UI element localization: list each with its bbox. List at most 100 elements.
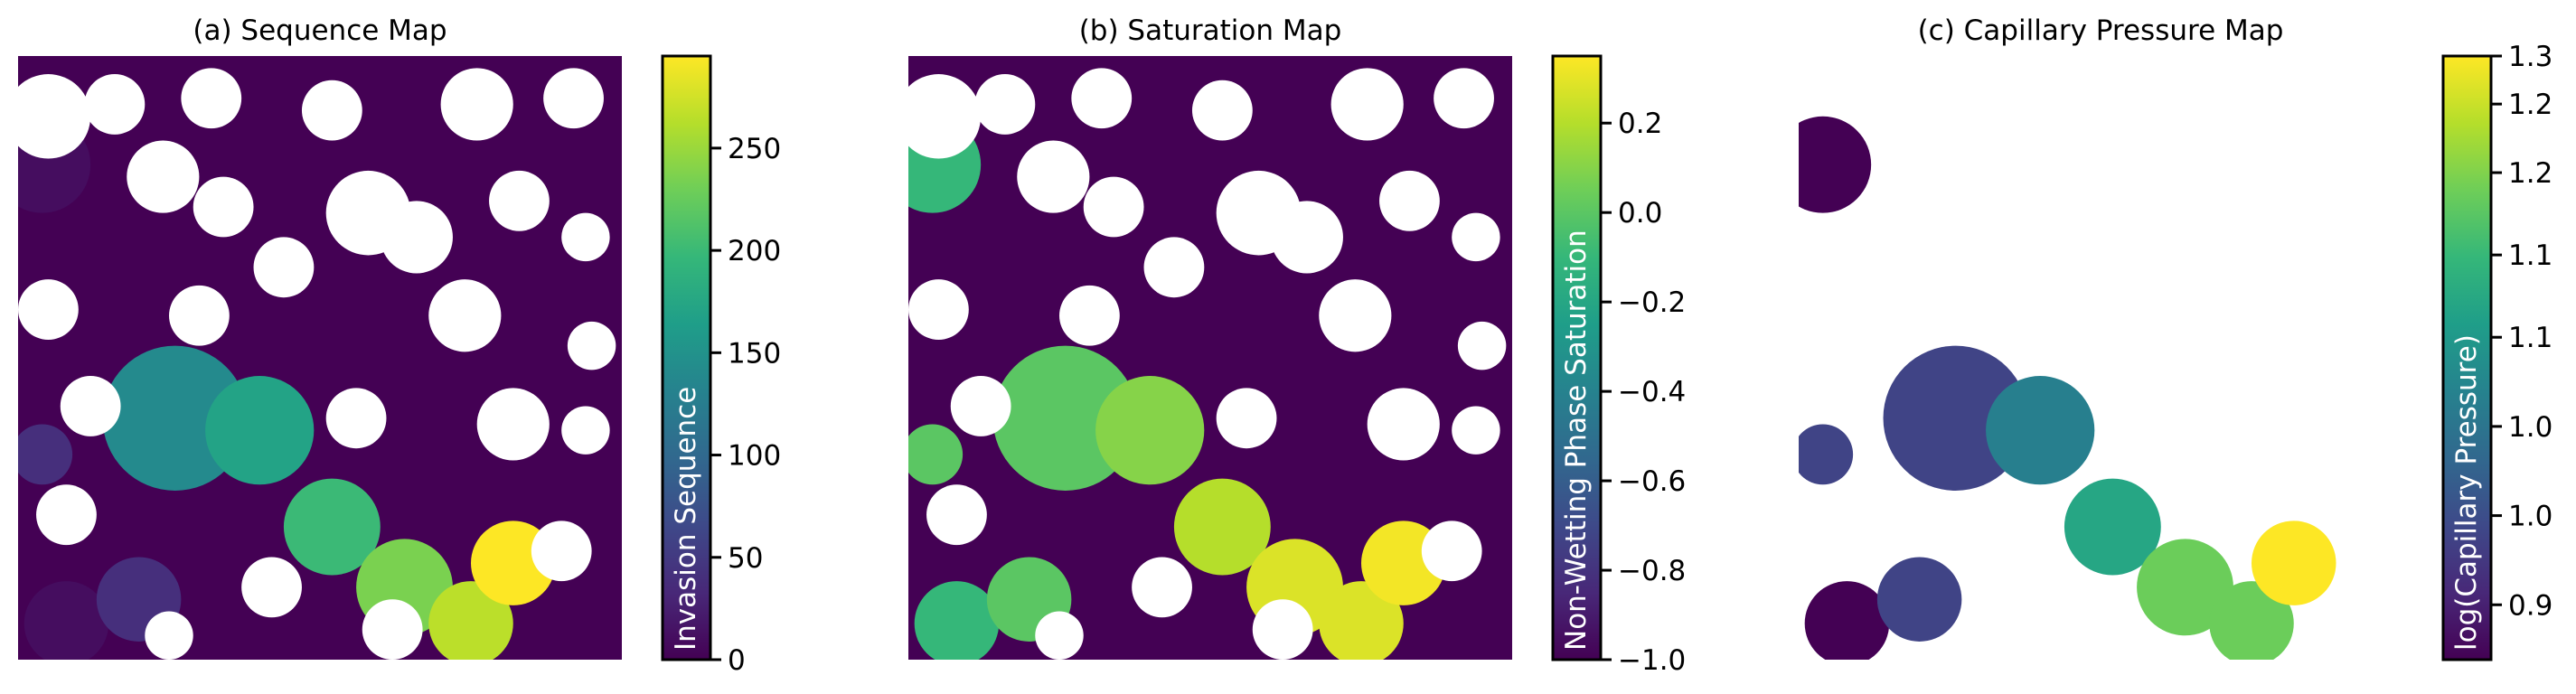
solid-grain [1071, 68, 1133, 129]
solid-grain [567, 321, 616, 370]
panel-c-invasion-path [1799, 116, 2336, 660]
solid-grain [18, 74, 91, 159]
panel-b-heatmap [908, 56, 1512, 660]
solid-grain [1132, 557, 1192, 618]
solid-grain [489, 170, 550, 231]
solid-grain [181, 68, 242, 129]
solid-grain [428, 279, 502, 352]
colorbar-c-ticks: 0.9 1.0 1.0 1.1 1.1 1.2 1.2 1.3 [2491, 41, 2552, 622]
colorbar-b-ticks: −1.0 −0.8 −0.6 −0.4 −0.2 0.0 0.2 [1601, 108, 1686, 677]
solid-grain [301, 80, 362, 141]
panel-a-heatmap [18, 56, 622, 660]
solid-grain [531, 520, 592, 582]
colorbar-tick-label: 250 [728, 133, 781, 165]
solid-grain [1017, 140, 1090, 213]
panel-c-title: (c) Capillary Pressure Map [1918, 14, 2284, 47]
solid-grain [440, 68, 513, 141]
colorbar-tick-label: −0.2 [1618, 286, 1686, 319]
invasion-cluster [24, 581, 109, 660]
colorbar-c: 0.9 1.0 1.0 1.1 1.1 1.2 1.2 1.3 log(Capillary P… [2441, 41, 2552, 661]
invasion-cluster [1804, 581, 1890, 660]
solid-grain [1216, 388, 1277, 449]
solid-grain [1252, 599, 1313, 660]
solid-grain [974, 74, 1036, 135]
colorbar-tick-label: −1.0 [1618, 644, 1686, 677]
solid-grain [1452, 406, 1500, 455]
colorbar-tick-label: 1.1 [2508, 322, 2552, 354]
solid-grain [1035, 611, 1084, 660]
colorbar-tick-label: −0.4 [1618, 376, 1686, 408]
solid-grain [1421, 520, 1482, 582]
colorbar-tick-label: 0 [728, 644, 746, 677]
solid-grain [1434, 68, 1494, 129]
solid-grain [253, 237, 315, 298]
invasion-cluster [908, 424, 964, 485]
colorbar-a-label: Invasion Sequence [670, 387, 702, 651]
solid-grain [18, 279, 79, 340]
colorbar-tick-label: 1.1 [2508, 239, 2552, 272]
solid-grain [476, 388, 550, 461]
invasion-cluster [18, 424, 73, 485]
colorbar-c-fill [2441, 54, 2493, 661]
colorbar-tick-label: 200 [728, 235, 781, 267]
invasion-cluster [914, 581, 1000, 660]
colorbar-tick-label: 1.0 [2508, 501, 2552, 533]
colorbar-tick-label: 1.2 [2508, 89, 2552, 121]
solid-grain [1319, 279, 1392, 352]
colorbar-a-ticks: 0 50 100 150 200 250 [710, 133, 781, 677]
invasion-cluster [1799, 116, 1872, 213]
colorbar-tick-label: 1.3 [2508, 41, 2552, 73]
solid-grain [950, 376, 1011, 436]
invasion-cluster [1173, 478, 1271, 576]
solid-grain [1083, 176, 1144, 238]
colorbar-tick-label: 1.0 [2508, 411, 2552, 444]
solid-grain [127, 140, 200, 213]
invasion-cluster [2209, 581, 2294, 660]
solid-grain [561, 406, 610, 455]
colorbar-tick-label: 0.2 [1618, 108, 1662, 140]
panel-a-solid-grains [18, 68, 616, 660]
solid-grain [1379, 170, 1440, 231]
solid-grain [543, 68, 604, 129]
invasion-cluster [2137, 539, 2233, 636]
solid-grain [60, 376, 121, 436]
invasion-cluster [205, 376, 315, 485]
panel-b-invasion-path [908, 116, 1446, 660]
panel-b-title: (b) Saturation Map [1079, 14, 1342, 47]
colorbar-tick-label: 150 [728, 337, 781, 370]
colorbar-tick-label: 1.2 [2508, 157, 2552, 190]
colorbar-b-fill [1551, 54, 1603, 661]
invasion-cluster [2252, 520, 2336, 605]
colorbar-tick-label: −0.6 [1618, 465, 1686, 498]
solid-grain [1452, 212, 1500, 262]
solid-grain [926, 484, 987, 546]
solid-grain [84, 74, 146, 135]
invasion-cluster [1986, 376, 2095, 485]
invasion-cluster [1319, 581, 1404, 660]
invasion-cluster [1876, 557, 1962, 642]
solid-grain [1457, 321, 1507, 370]
colorbar-b: −1.0 −0.8 −0.6 −0.4 −0.2 0.0 0.2 Non-Wetting P… [1551, 54, 1686, 677]
solid-grain [1143, 237, 1205, 298]
panel-a-title: (a) Sequence Map [193, 14, 447, 47]
colorbar-tick-label: 0.9 [2508, 589, 2552, 622]
invasion-cluster [428, 581, 513, 660]
solid-grain [241, 557, 302, 618]
invasion-cluster [1095, 376, 1205, 485]
colorbar-b-label: Non-Wetting Phase Saturation [1560, 230, 1593, 651]
invasion-cluster [283, 478, 381, 576]
solid-grain [362, 599, 423, 660]
solid-grain [380, 201, 453, 274]
invasion-cluster [1799, 424, 1854, 485]
invasion-cluster [2064, 478, 2161, 576]
solid-grain [1330, 68, 1404, 141]
colorbar-a-fill [661, 54, 712, 661]
solid-grain [1191, 80, 1253, 141]
panel-c-heatmap [1799, 56, 2402, 660]
solid-grain [1059, 285, 1120, 346]
colorbar-tick-label: −0.8 [1618, 555, 1686, 587]
solid-grain [193, 176, 254, 238]
colorbar-tick-label: 50 [728, 542, 763, 575]
solid-grain [1270, 201, 1343, 274]
